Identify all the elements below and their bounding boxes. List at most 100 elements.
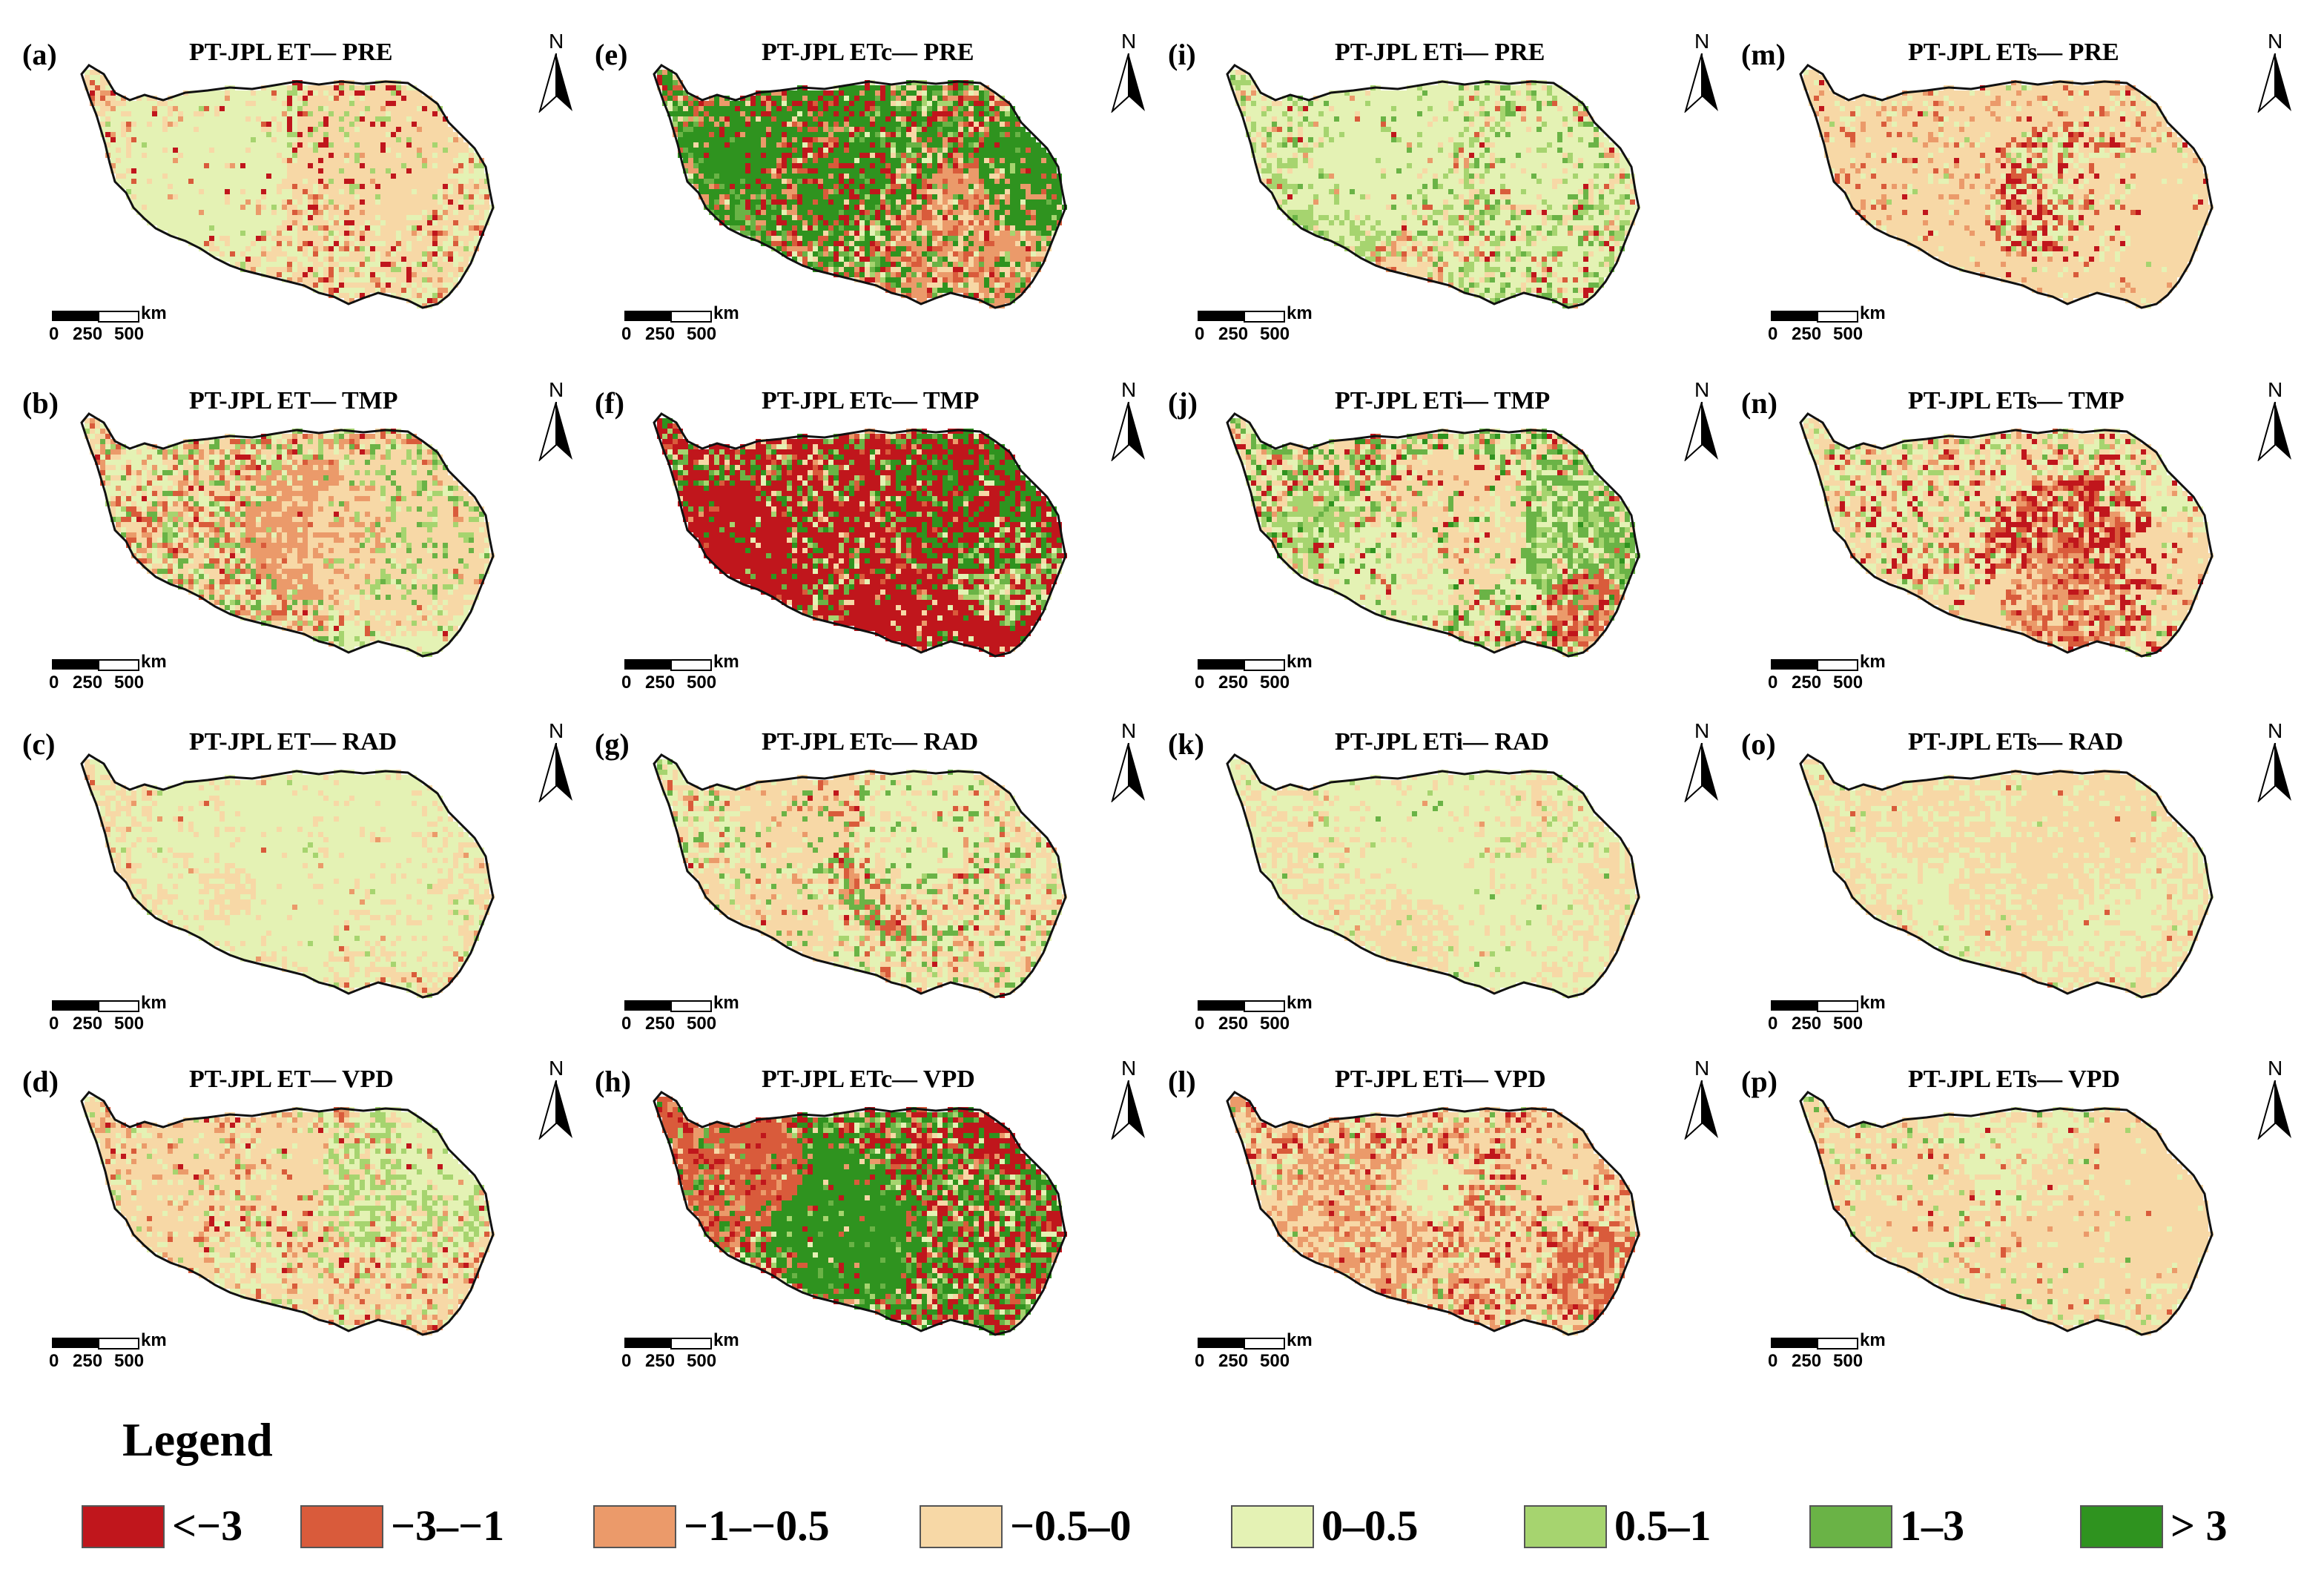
scale-bar-white <box>1817 659 1858 671</box>
north-label: N <box>1121 1057 1136 1080</box>
scale-tick: 0 <box>1768 1014 1777 1034</box>
scale-bar: km 0 250 500 <box>49 303 200 352</box>
panel-label: (j) <box>1168 386 1198 420</box>
scale-unit: km <box>1860 1330 1886 1351</box>
scale-bar-black <box>1198 659 1244 670</box>
scale-tick: 250 <box>73 673 102 693</box>
scale-bar-black <box>1771 1000 1817 1011</box>
north-arrow-icon: N <box>1106 719 1151 808</box>
scale-tick: 0 <box>49 324 59 345</box>
panel-label: (f) <box>595 386 624 420</box>
plateau-boundary <box>80 1091 495 1336</box>
legend-swatch <box>1231 1505 1314 1548</box>
plateau-map <box>653 753 1067 999</box>
panel-title: PT-JPL ETs— VPD <box>1908 1066 2120 1094</box>
scale-bar: km 0 250 500 <box>621 303 773 352</box>
north-arrow-icon: N <box>1680 719 1724 808</box>
legend-label: −3–−1 <box>391 1501 504 1550</box>
legend-swatch <box>920 1505 1003 1548</box>
scale-tick: 500 <box>114 1351 144 1372</box>
panel-title: PT-JPL ETi— VPD <box>1335 1066 1546 1094</box>
scale-bar-black <box>52 1338 98 1348</box>
scale-tick: 0 <box>621 324 631 345</box>
scale-unit: km <box>1287 1330 1313 1351</box>
legend-title: Legend <box>122 1413 273 1467</box>
scale-tick: 0 <box>1768 673 1777 693</box>
panel-title: PT-JPL ET— VPD <box>189 1066 394 1094</box>
scale-tick: 500 <box>687 1014 716 1034</box>
scale-tick: 250 <box>1218 1351 1248 1372</box>
scale-tick: 0 <box>1195 324 1204 345</box>
scale-bar-black <box>1771 311 1817 321</box>
plateau-boundary <box>1799 64 2214 309</box>
panel-title: PT-JPL ETs— TMP <box>1908 387 2125 415</box>
plateau-map <box>80 64 495 309</box>
plateau-map <box>1226 753 1640 999</box>
scale-bar-black <box>624 1338 670 1348</box>
legend-label: > 3 <box>2171 1501 2228 1550</box>
legend-label: −0.5–0 <box>1010 1501 1132 1550</box>
scale-unit: km <box>713 993 739 1014</box>
north-arrow-icon: N <box>534 719 578 808</box>
plateau-boundary <box>1799 1091 2214 1336</box>
scale-bar-white <box>1244 1338 1285 1350</box>
north-arrow-icon: N <box>534 30 578 119</box>
scale-tick: 250 <box>73 1014 102 1034</box>
scale-tick: 0 <box>49 1351 59 1372</box>
panel-label: (d) <box>22 1064 59 1099</box>
scale-tick: 0 <box>1768 1351 1777 1372</box>
north-label: N <box>549 1057 564 1080</box>
north-label: N <box>549 719 564 743</box>
legend-swatch <box>82 1505 165 1548</box>
north-label: N <box>2268 378 2282 402</box>
panel-label: (m) <box>1741 37 1786 72</box>
scale-unit: km <box>713 303 739 324</box>
north-arrow-icon: N <box>1680 1057 1724 1146</box>
scale-bar-white <box>670 1000 712 1012</box>
north-arrow-icon: N <box>1106 1057 1151 1146</box>
scale-tick: 250 <box>645 1014 675 1034</box>
plateau-boundary <box>1226 64 1640 309</box>
panel-label: (g) <box>595 727 630 762</box>
north-arrow-icon: N <box>2253 1057 2297 1146</box>
north-arrow-icon: N <box>1680 378 1724 467</box>
north-label: N <box>549 30 564 53</box>
scale-bar: km 0 250 500 <box>621 993 773 1042</box>
plateau-boundary <box>653 753 1067 999</box>
plateau-map <box>80 412 495 658</box>
panel-title: PT-JPL ETc— RAD <box>762 728 978 756</box>
scale-tick: 500 <box>1833 1014 1863 1034</box>
plateau-map <box>1799 1091 2214 1336</box>
scale-bar-white <box>98 659 139 671</box>
north-arrow-icon: N <box>1680 30 1724 119</box>
scale-tick: 250 <box>645 1351 675 1372</box>
scale-tick: 250 <box>1218 673 1248 693</box>
scale-bar-white <box>670 1338 712 1350</box>
plateau-map <box>1799 412 2214 658</box>
scale-bar-black <box>624 659 670 670</box>
north-label: N <box>1694 378 1709 402</box>
panel-title: PT-JPL ETc— VPD <box>762 1066 975 1094</box>
plateau-boundary <box>653 64 1067 309</box>
scale-bar-black <box>1771 1338 1817 1348</box>
plateau-map <box>1799 64 2214 309</box>
scale-unit: km <box>713 1330 739 1351</box>
scale-bar-white <box>1244 1000 1285 1012</box>
scale-bar-black <box>1771 659 1817 670</box>
scale-tick: 0 <box>49 673 59 693</box>
legend-swatch <box>300 1505 383 1548</box>
scale-tick: 500 <box>687 1351 716 1372</box>
scale-tick: 0 <box>621 673 631 693</box>
scale-bar-black <box>52 1000 98 1011</box>
plateau-boundary <box>1226 753 1640 999</box>
panel-title: PT-JPL ETi— RAD <box>1335 728 1549 756</box>
scale-bar-white <box>1817 1338 1858 1350</box>
scale-tick: 250 <box>1218 1014 1248 1034</box>
panel-label: (c) <box>22 727 55 762</box>
